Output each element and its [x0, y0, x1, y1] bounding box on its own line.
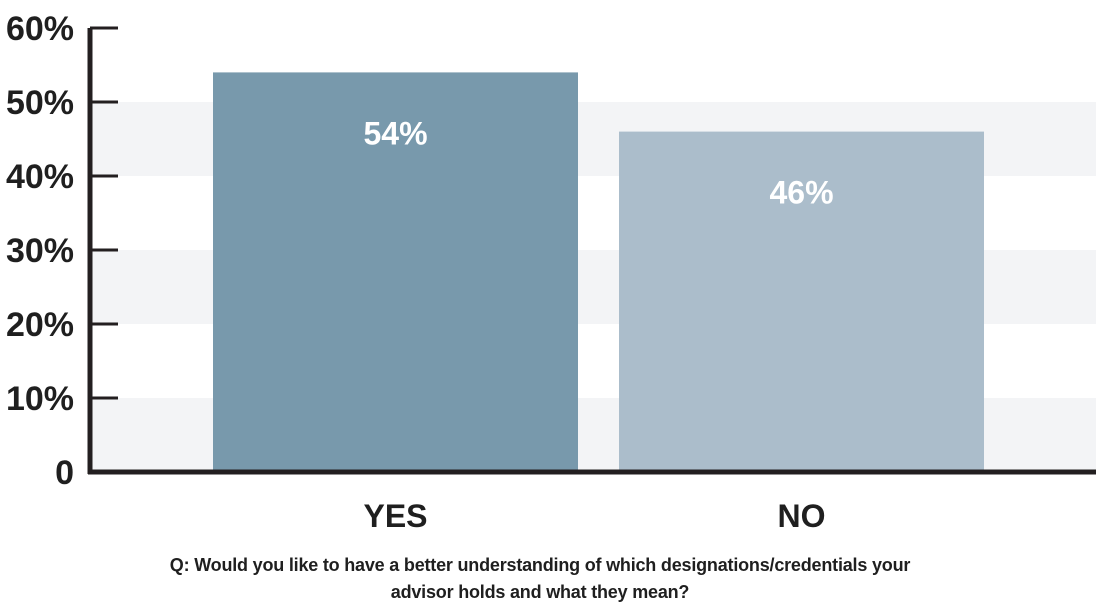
y-tick-label: 60%: [6, 10, 74, 48]
y-tick-label: 40%: [6, 158, 74, 196]
bar-yes: [213, 72, 578, 473]
y-tick-label: 10%: [6, 380, 74, 418]
y-tick-label: 20%: [6, 306, 74, 344]
category-label-yes: YES: [363, 498, 427, 534]
data-label-no: 46%: [769, 175, 833, 211]
chart-question: Q: Would you like to have a better under…: [169, 555, 911, 602]
y-tick-label: 30%: [6, 232, 74, 270]
data-label-yes: 54%: [363, 115, 427, 151]
y-tick-label: 0: [55, 454, 74, 492]
bar-no: [619, 131, 984, 472]
y-tick-label: 50%: [6, 84, 74, 122]
category-label-no: NO: [778, 498, 826, 534]
